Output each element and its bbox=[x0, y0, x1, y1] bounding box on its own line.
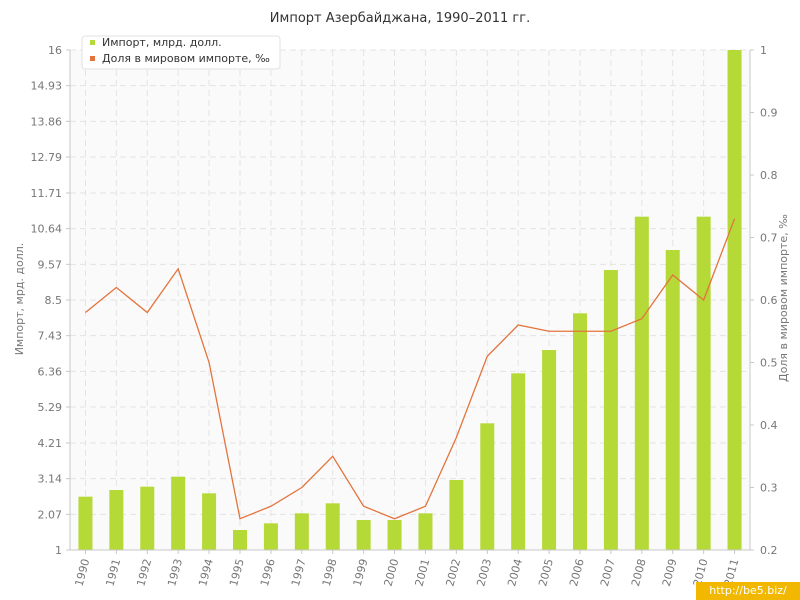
x-tick-label: 1997 bbox=[289, 557, 309, 587]
bar-1998 bbox=[325, 503, 340, 550]
y2-tick-label: 0.6 bbox=[760, 294, 778, 307]
legend-label-import: Импорт, млрд. долл. bbox=[102, 36, 222, 49]
x-tick-label: 2006 bbox=[567, 557, 587, 587]
y2-tick-label: 1 bbox=[760, 44, 767, 57]
x-tick-label: 1998 bbox=[320, 557, 340, 587]
y2-axis-label: Доля в мировом импорте, ‰ bbox=[777, 214, 790, 382]
legend-box bbox=[81, 35, 281, 70]
x-tick-label: 1991 bbox=[103, 557, 123, 587]
x-tick-label: 1994 bbox=[196, 557, 216, 587]
x-tick-label: 1993 bbox=[165, 557, 185, 587]
line-series bbox=[85, 218, 736, 520]
share-line bbox=[85, 218, 736, 520]
y2-tick-label: 0.7 bbox=[760, 232, 778, 245]
y2-tick-label: 0.9 bbox=[760, 107, 778, 120]
bar-1995 bbox=[233, 530, 247, 550]
bar-1993 bbox=[171, 476, 186, 550]
x-tick-label: 2008 bbox=[629, 557, 649, 587]
y-tick-label: 6.36 bbox=[38, 365, 63, 378]
y-tick-label: 9.57 bbox=[38, 258, 63, 271]
y-tick-label: 12.79 bbox=[31, 151, 63, 164]
bar-1994 bbox=[202, 493, 217, 550]
legend-swatch-share bbox=[90, 56, 95, 61]
x-tick-label: 2005 bbox=[536, 557, 556, 587]
y2-tick-label: 0.2 bbox=[760, 544, 778, 557]
x-tick-label: 2001 bbox=[413, 557, 433, 587]
bar-2001 bbox=[418, 513, 433, 550]
x-tick-label: 2002 bbox=[443, 557, 463, 587]
bar-1991 bbox=[109, 490, 124, 550]
bar-1992 bbox=[140, 486, 155, 550]
x-tick-label: 1992 bbox=[134, 557, 154, 587]
x-tick-label: 2004 bbox=[505, 557, 525, 587]
y-axis-label: Импорт, мрд. долл. bbox=[13, 243, 26, 356]
y2-tick-label: 0.4 bbox=[760, 419, 778, 432]
y-tick-label: 2.07 bbox=[38, 508, 63, 521]
x-tick-label: 2009 bbox=[660, 557, 680, 587]
y-tick-label: 10.64 bbox=[31, 223, 63, 236]
chart-title: Импорт Азербайджана, 1990–2011 гг. bbox=[270, 11, 530, 26]
legend: Импорт, млрд. долл. Доля в мировом импор… bbox=[81, 35, 281, 70]
bar-2009 bbox=[665, 250, 680, 550]
bar-1990 bbox=[78, 496, 93, 550]
y-tick-label: 5.29 bbox=[38, 401, 63, 414]
bar-2000 bbox=[387, 520, 402, 550]
x-tick-label: 2007 bbox=[598, 557, 618, 587]
x-tick-label: 2000 bbox=[382, 557, 402, 587]
bar-2002 bbox=[449, 480, 464, 550]
bar-1999 bbox=[356, 520, 371, 550]
bar-2008 bbox=[634, 216, 649, 550]
watermark[interactable]: http://be5.biz/ bbox=[696, 582, 800, 600]
bar-1996 bbox=[263, 523, 278, 550]
y2-tick-label: 0.8 bbox=[760, 169, 778, 182]
y-tick-label: 13.86 bbox=[31, 115, 63, 128]
bar-2011 bbox=[727, 50, 742, 550]
y-tick-label: 7.43 bbox=[38, 330, 63, 343]
bar-2010 bbox=[696, 216, 711, 550]
x-tick-label: 1996 bbox=[258, 557, 278, 587]
bar-2005 bbox=[542, 350, 557, 550]
bar-2006 bbox=[573, 313, 587, 550]
y2-tick-label: 0.5 bbox=[760, 357, 778, 370]
y-tick-label: 3.14 bbox=[38, 473, 63, 486]
x-tick-label: 2003 bbox=[474, 557, 494, 587]
y-tick-label: 8.5 bbox=[45, 294, 63, 307]
y-tick-label: 1 bbox=[55, 544, 62, 557]
x-tick-label: 1999 bbox=[351, 557, 371, 587]
bar-2003 bbox=[480, 423, 495, 550]
y2-tick-label: 0.3 bbox=[760, 482, 778, 495]
legend-swatch-import bbox=[90, 40, 95, 45]
y-tick-label: 16 bbox=[48, 44, 62, 57]
bar-1997 bbox=[294, 513, 309, 550]
x-tick-label: 1990 bbox=[73, 557, 93, 587]
legend-label-share: Доля в мировом импорте, ‰ bbox=[102, 52, 270, 65]
y-tick-label: 11.71 bbox=[31, 187, 63, 200]
y-tick-label: 4.21 bbox=[38, 437, 63, 450]
bar-2004 bbox=[511, 373, 526, 550]
bar-series bbox=[78, 50, 742, 550]
bar-2007 bbox=[603, 270, 618, 550]
x-tick-label: 1995 bbox=[227, 557, 247, 587]
y-tick-label: 14.93 bbox=[31, 80, 63, 93]
